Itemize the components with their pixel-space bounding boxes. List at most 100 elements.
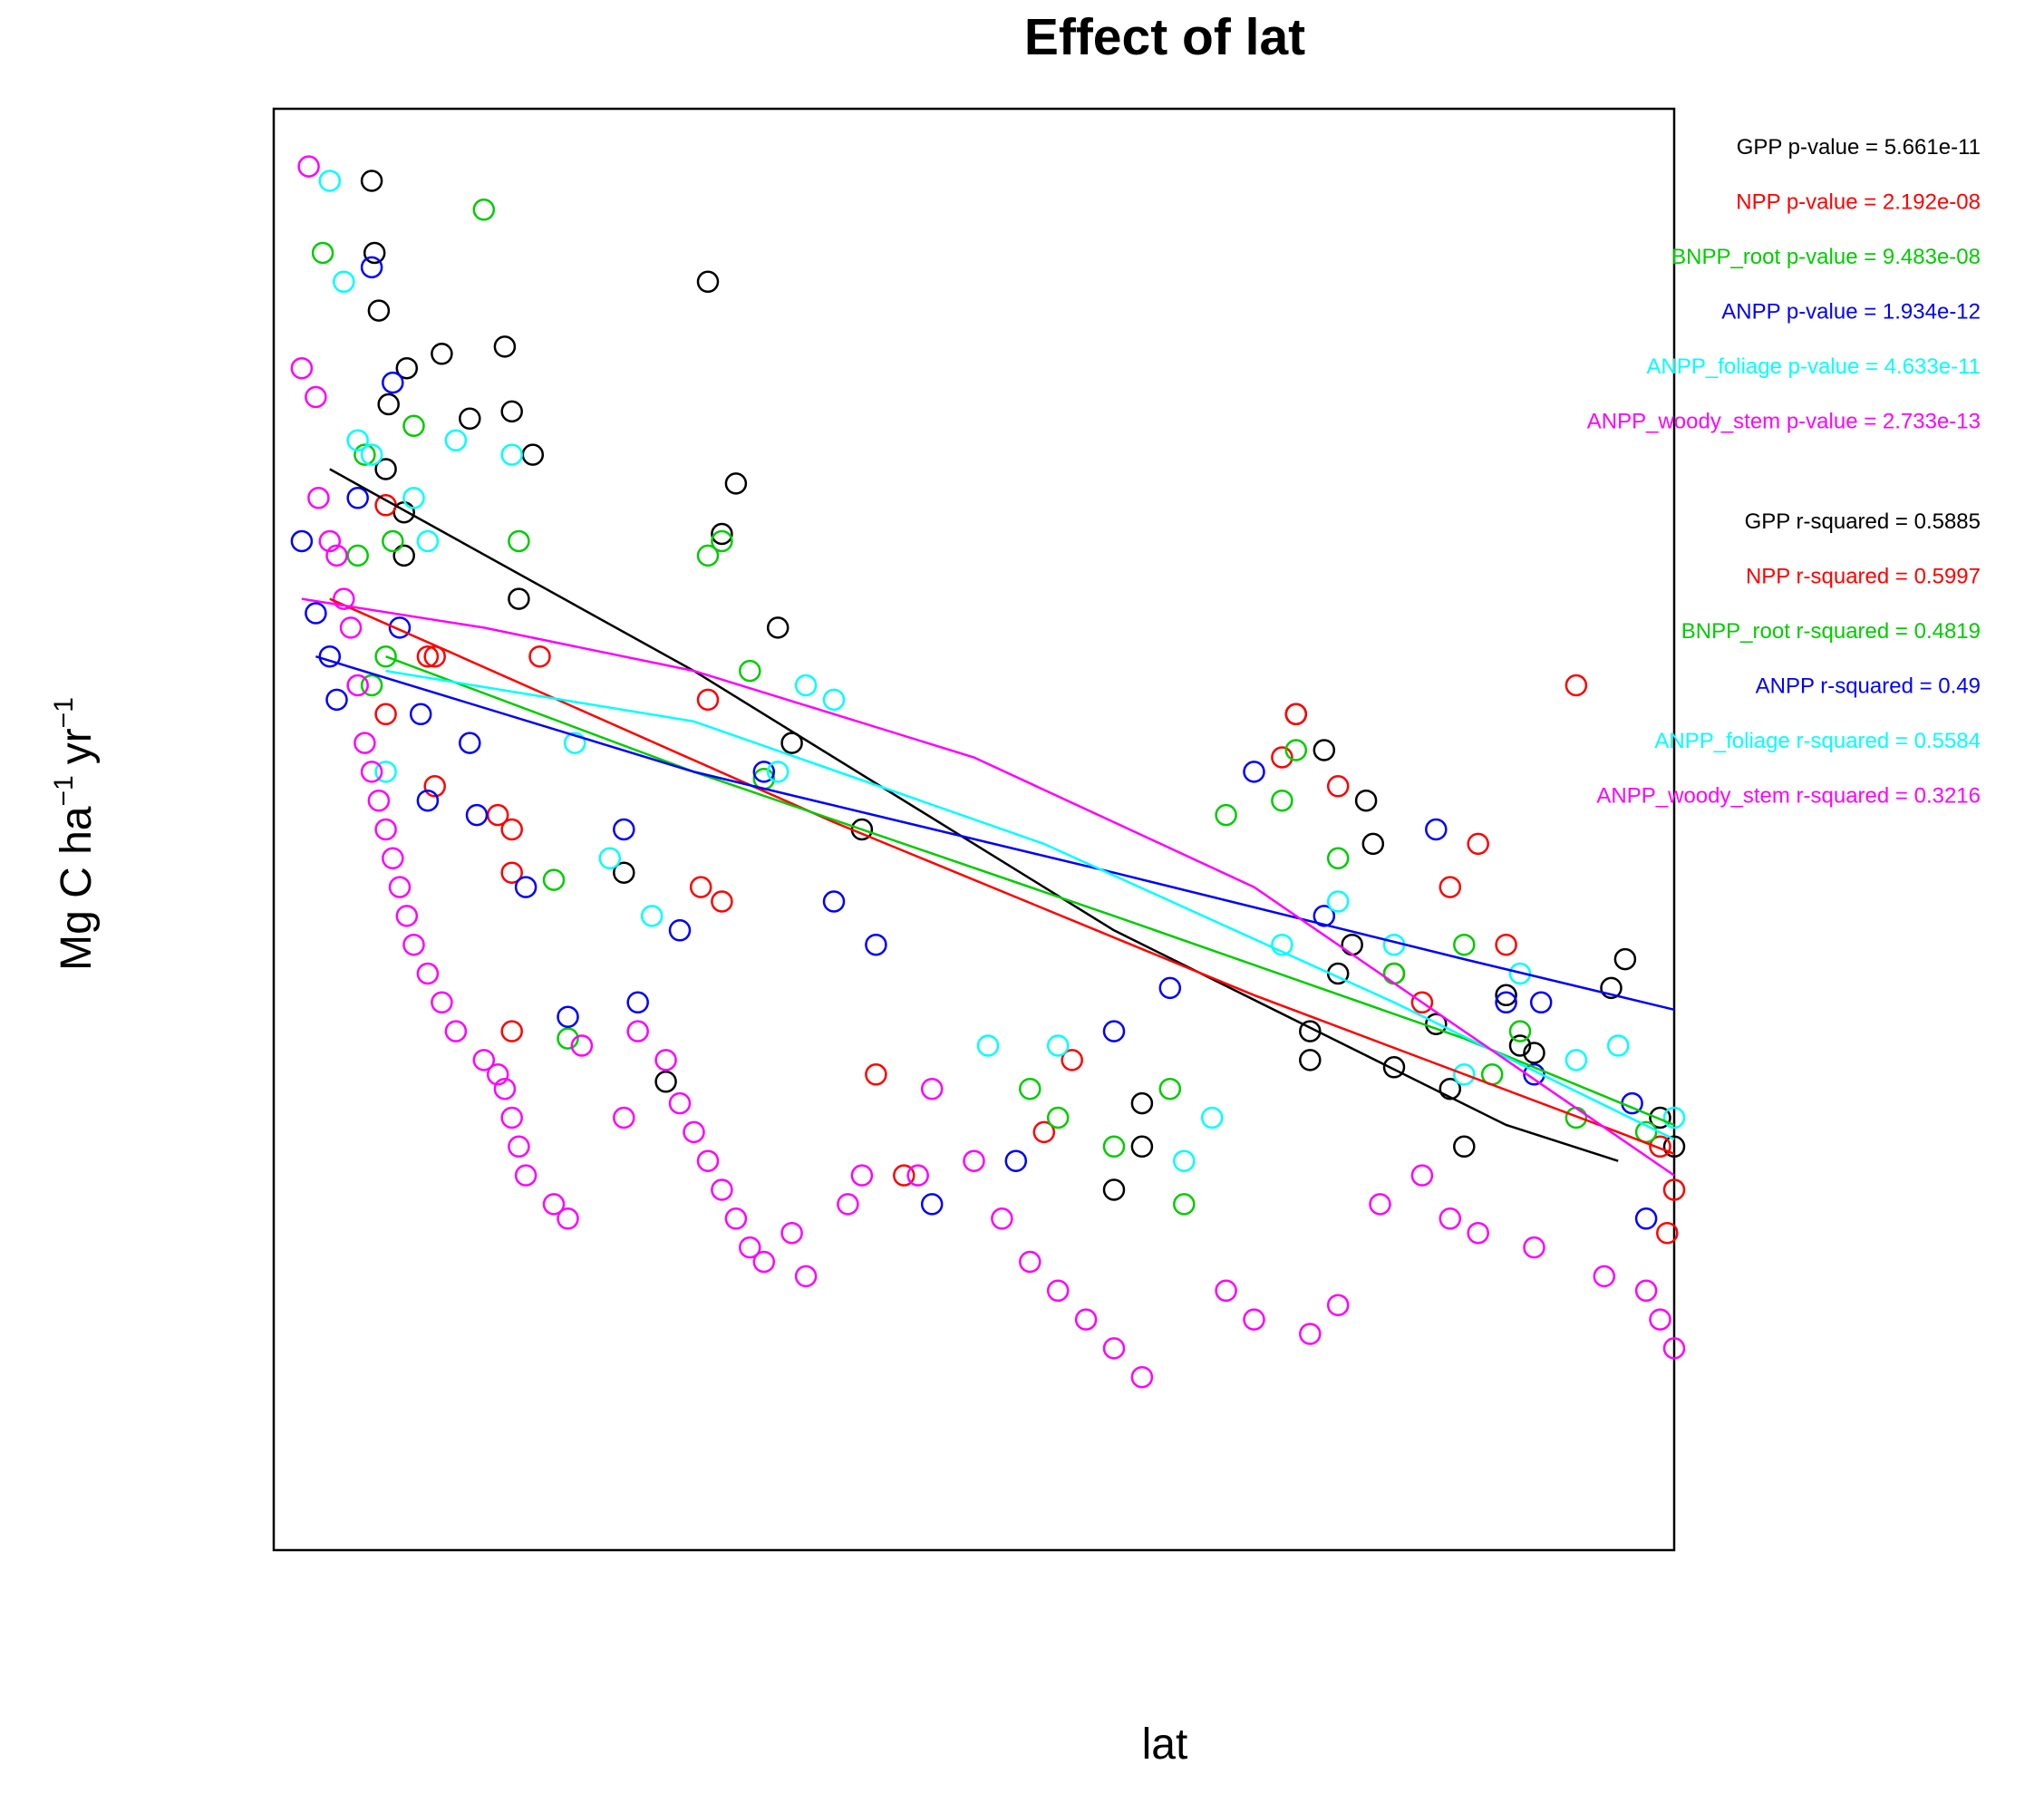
point-gpp-7 <box>395 356 419 380</box>
point-npp-1 <box>374 703 397 726</box>
point-npp-15 <box>1032 1120 1056 1144</box>
point-anpp-woody-stem-26 <box>542 1193 566 1216</box>
point-bnpp-root-2 <box>354 443 376 466</box>
point-anpp-woody-stem-45 <box>963 1149 985 1172</box>
point-anpp-woody-stem-64 <box>1662 1337 1686 1360</box>
point-bnpp-root-19 <box>1173 1193 1196 1216</box>
point-anpp-4 <box>346 487 369 509</box>
point-npp-12 <box>711 890 733 913</box>
point-gpp-1 <box>363 241 386 265</box>
point-anpp-20 <box>920 1193 944 1216</box>
point-anpp-woody-stem-27 <box>557 1207 579 1230</box>
point-anpp-woody-stem-46 <box>991 1207 1013 1230</box>
point-npp-2 <box>416 645 440 668</box>
point-bnpp-root-24 <box>1382 962 1406 985</box>
point-anpp-woody-stem-28 <box>570 1034 594 1057</box>
point-anpp-17 <box>752 761 776 783</box>
point-anpp-1 <box>305 602 327 625</box>
point-npp-28 <box>1662 1178 1686 1201</box>
point-gpp-32 <box>1299 1049 1322 1071</box>
point-gpp-3 <box>374 458 397 480</box>
point-anpp-woody-stem-38 <box>752 1250 776 1274</box>
y-axis-label-unit: yr <box>53 728 101 764</box>
point-gpp-4 <box>377 393 400 416</box>
point-gpp-15 <box>724 472 748 495</box>
point-anpp-woody-stem-48 <box>1046 1279 1070 1303</box>
point-anpp-woody-stem-61 <box>1593 1265 1616 1288</box>
point-anpp-woody-stem-32 <box>668 1091 692 1115</box>
fit-line-gpp <box>329 468 1619 1162</box>
point-anpp-foliage-15 <box>976 1034 1000 1057</box>
point-gpp-0 <box>360 170 383 192</box>
fit-lines-layer <box>301 468 1675 1177</box>
annotation-anpp-p-value: ANPP p-value = 1.934e-12 <box>1721 300 1981 325</box>
point-anpp-26 <box>1425 818 1448 841</box>
point-bnpp-root-21 <box>1271 789 1293 812</box>
point-anpp-woody-stem-35 <box>711 1178 733 1201</box>
fit-line-npp <box>329 597 1675 1155</box>
point-anpp-16 <box>668 919 692 942</box>
point-anpp-foliage-3 <box>360 443 383 466</box>
point-anpp-woody-stem-6 <box>333 587 355 610</box>
point-anpp-foliage-14 <box>822 688 846 712</box>
point-anpp-woody-stem-52 <box>1215 1279 1237 1303</box>
point-anpp-woody-stem-29 <box>613 1106 635 1129</box>
point-gpp-19 <box>766 616 790 639</box>
plot-frame <box>272 107 1676 1552</box>
point-anpp-woody-stem-10 <box>360 761 383 783</box>
point-anpp-foliage-25 <box>1606 1034 1630 1057</box>
point-gpp-16 <box>711 522 733 546</box>
point-bnpp-root-10 <box>557 1027 579 1050</box>
point-anpp-woody-stem-34 <box>696 1149 720 1172</box>
point-gpp-22 <box>1102 1178 1126 1201</box>
point-bnpp-root-13 <box>739 659 761 683</box>
point-gpp-43 <box>1662 1135 1686 1159</box>
point-gpp-29 <box>1341 933 1363 956</box>
point-anpp-foliage-23 <box>1508 962 1532 985</box>
point-anpp-31 <box>1634 1207 1658 1230</box>
point-npp-17 <box>1271 746 1293 769</box>
point-bnpp-root-15 <box>1019 1077 1041 1100</box>
point-anpp-woody-stem-37 <box>739 1236 761 1259</box>
point-gpp-23 <box>1130 1091 1154 1115</box>
point-anpp-15 <box>626 991 649 1014</box>
point-bnpp-root-22 <box>1284 739 1308 761</box>
point-bnpp-root-27 <box>1508 1020 1532 1042</box>
point-anpp-woody-stem-49 <box>1074 1308 1098 1331</box>
point-anpp-foliage-16 <box>1046 1034 1070 1057</box>
annotation-anpp-foliage-p-value: ANPP_foliage p-value = 4.633e-11 <box>1647 354 1981 379</box>
point-anpp-woody-stem-7 <box>339 616 363 639</box>
point-gpp-17 <box>613 861 635 884</box>
annotation-anpp-r-squared: ANPP r-squared = 0.49 <box>1756 674 1981 699</box>
point-anpp-13 <box>557 1005 579 1028</box>
point-bnpp-root-25 <box>1453 933 1476 956</box>
point-anpp-19 <box>865 933 887 956</box>
point-npp-6 <box>500 818 523 841</box>
point-bnpp-root-18 <box>1158 1077 1182 1100</box>
fit-line-bnpp-root <box>385 655 1675 1127</box>
point-bnpp-root-1 <box>346 544 369 567</box>
point-anpp-5 <box>360 256 383 279</box>
point-gpp-38 <box>1508 1034 1532 1057</box>
point-anpp-29 <box>1529 991 1553 1014</box>
point-bnpp-root-16 <box>1046 1106 1070 1129</box>
point-anpp-woody-stem-5 <box>325 544 348 567</box>
point-anpp-foliage-9 <box>563 732 586 754</box>
point-anpp-14 <box>613 818 635 841</box>
point-anpp-7 <box>388 616 412 639</box>
point-anpp-woody-stem-39 <box>780 1221 803 1245</box>
point-anpp-woody-stem-23 <box>500 1106 523 1129</box>
point-anpp-foliage-24 <box>1564 1049 1588 1071</box>
point-anpp-21 <box>1004 1149 1028 1172</box>
point-anpp-foliage-6 <box>416 529 440 553</box>
point-gpp-28 <box>1361 832 1385 856</box>
point-gpp-10 <box>493 335 517 358</box>
point-anpp-woody-stem-50 <box>1102 1337 1126 1360</box>
point-gpp-40 <box>1600 976 1623 1000</box>
point-anpp-woody-stem-8 <box>346 674 369 697</box>
point-anpp-2 <box>318 645 342 668</box>
point-anpp-foliage-20 <box>1326 890 1350 913</box>
point-anpp-10 <box>459 732 481 754</box>
point-anpp-woody-stem-13 <box>382 847 404 870</box>
point-gpp-37 <box>1495 984 1517 1007</box>
